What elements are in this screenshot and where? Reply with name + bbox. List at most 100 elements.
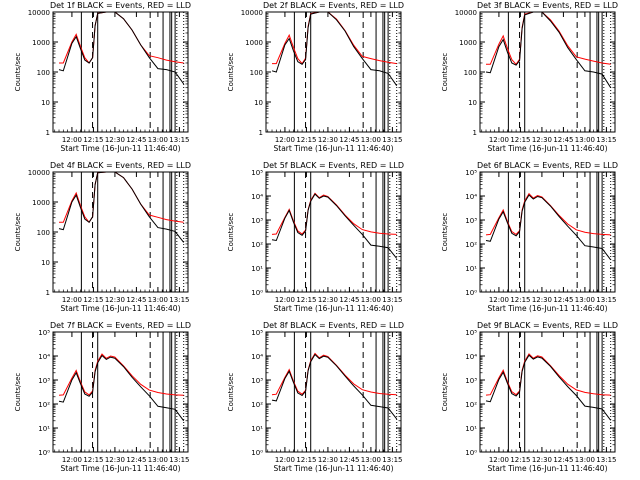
x-tick-label: 12:00: [275, 296, 295, 304]
x-tick-label: 12:30: [318, 296, 338, 304]
y-tick-label: 10⁰: [251, 449, 263, 457]
y-tick-label: 10000: [28, 169, 50, 177]
x-tick-label: 13:00: [575, 136, 595, 144]
x-axis-label: Start Time (16-Jun-11 11:46:40): [61, 304, 181, 313]
x-tick-label: 12:00: [275, 456, 295, 464]
y-tick-label: 10: [41, 99, 50, 107]
panel-det-2: Det 2f BLACK = Events, RED = LLD 1 10 100 10…: [227, 1, 404, 153]
y-axis-label: Counts/sec: [441, 373, 449, 412]
y-tick-label: 10⁴: [38, 353, 50, 361]
series-lld-line: [486, 12, 611, 66]
y-axis-label: Counts/sec: [14, 53, 22, 92]
panel-title: Det 8f BLACK = Events, RED = LLD: [263, 321, 404, 330]
y-tick-label: 10²: [465, 241, 477, 249]
x-tick-label: 12:15: [83, 456, 103, 464]
plot-frame: [265, 11, 402, 133]
y-tick-label: 10²: [38, 401, 50, 409]
x-tick-label: 12:45: [339, 456, 359, 464]
panel-title: Det 4f BLACK = Events, RED = LLD: [50, 161, 191, 170]
plot-frame: [52, 171, 189, 293]
x-tick-label: 12:15: [83, 296, 103, 304]
y-axis-label: Counts/sec: [227, 373, 235, 412]
x-tick-label: 13:00: [148, 456, 168, 464]
plot-frame: [479, 171, 616, 293]
y-tick-label: 10³: [251, 217, 263, 225]
series-events-line: [271, 353, 398, 420]
series-lld-line: [58, 353, 184, 396]
x-tick-label: 13:15: [382, 456, 402, 464]
x-tick-label: 12:45: [553, 136, 573, 144]
x-tick-label: 13:15: [169, 136, 189, 144]
x-tick-label: 12:30: [318, 456, 338, 464]
y-tick-label: 10⁵: [251, 329, 263, 337]
x-tick-label: 13:00: [361, 296, 381, 304]
x-tick-label: 13:15: [596, 296, 616, 304]
y-tick-label: 10⁰: [38, 449, 50, 457]
x-tick-label: 12:15: [296, 296, 316, 304]
y-tick-label: 10⁵: [251, 169, 263, 177]
x-tick-label: 12:45: [126, 136, 146, 144]
y-tick-label: 1: [46, 129, 50, 137]
x-axis-label: Start Time (16-Jun-11 11:46:40): [274, 144, 394, 153]
series-lld-line: [59, 172, 184, 224]
x-tick-label: 12:15: [510, 136, 530, 144]
x-tick-label: 13:15: [382, 136, 402, 144]
y-tick-label: 1000: [245, 39, 263, 47]
x-tick-label: 13:00: [361, 136, 381, 144]
y-tick-label: 10¹: [465, 265, 477, 273]
panel-title: Det 9f BLACK = Events, RED = LLD: [477, 321, 618, 330]
y-tick-label: 10⁴: [465, 193, 477, 201]
y-axis-label: Counts/sec: [227, 213, 235, 252]
series-events-line: [271, 193, 398, 259]
y-axis-label: Counts/sec: [14, 373, 22, 412]
series-lld-line: [59, 12, 184, 64]
x-tick-label: 12:00: [275, 136, 295, 144]
series-lld-line: [485, 353, 611, 396]
x-tick-label: 12:15: [296, 136, 316, 144]
x-tick-label: 12:45: [339, 136, 359, 144]
x-tick-label: 12:30: [105, 296, 125, 304]
y-tick-label: 1000: [459, 39, 477, 47]
y-tick-label: 10000: [455, 9, 477, 17]
y-tick-label: 10³: [251, 377, 263, 385]
y-tick-label: 10: [254, 99, 263, 107]
series-events-line: [58, 172, 185, 243]
y-tick-label: 10³: [38, 377, 50, 385]
x-tick-label: 13:15: [596, 136, 616, 144]
y-tick-label: 10⁴: [251, 193, 263, 201]
x-tick-label: 13:00: [148, 136, 168, 144]
series-lld-line: [485, 192, 611, 236]
x-axis-label: Start Time (16-Jun-11 11:46:40): [61, 144, 181, 153]
x-tick-label: 13:00: [361, 456, 381, 464]
y-tick-label: 10²: [251, 241, 263, 249]
x-axis-label: Start Time (16-Jun-11 11:46:40): [488, 304, 608, 313]
x-tick-label: 12:00: [62, 136, 82, 144]
x-tick-label: 13:15: [169, 296, 189, 304]
x-tick-label: 13:15: [169, 456, 189, 464]
series-events-line: [485, 354, 612, 421]
plot-frame: [479, 331, 616, 453]
panel-title: Det 7f BLACK = Events, RED = LLD: [50, 321, 191, 330]
series-lld-line: [271, 352, 397, 396]
x-tick-label: 12:15: [83, 136, 103, 144]
x-tick-label: 12:00: [489, 456, 509, 464]
y-tick-label: 1000: [32, 199, 50, 207]
panel-det-4: Det 4f BLACK = Events, RED = LLD 1 10 100 10…: [14, 161, 191, 313]
plot-frame: [265, 331, 402, 453]
series-lld-line: [272, 12, 397, 65]
x-axis-label: Start Time (16-Jun-11 11:46:40): [488, 464, 608, 473]
x-tick-label: 12:15: [510, 296, 530, 304]
x-tick-label: 12:30: [532, 136, 552, 144]
y-tick-label: 10⁰: [465, 289, 477, 297]
y-tick-label: 10⁴: [465, 353, 477, 361]
y-tick-label: 1: [46, 289, 50, 297]
panel-title: Det 1f BLACK = Events, RED = LLD: [50, 1, 191, 10]
panel-det-6: Det 6f BLACK = Events, RED = LLD 10⁰ 10¹ 10…: [441, 161, 618, 313]
panel-title: Det 5f BLACK = Events, RED = LLD: [263, 161, 404, 170]
y-tick-label: 10: [468, 99, 477, 107]
x-tick-label: 12:45: [339, 296, 359, 304]
y-tick-label: 10⁵: [465, 169, 477, 177]
x-tick-label: 13:15: [382, 296, 402, 304]
plot-frame: [52, 331, 189, 453]
x-tick-label: 12:30: [105, 456, 125, 464]
